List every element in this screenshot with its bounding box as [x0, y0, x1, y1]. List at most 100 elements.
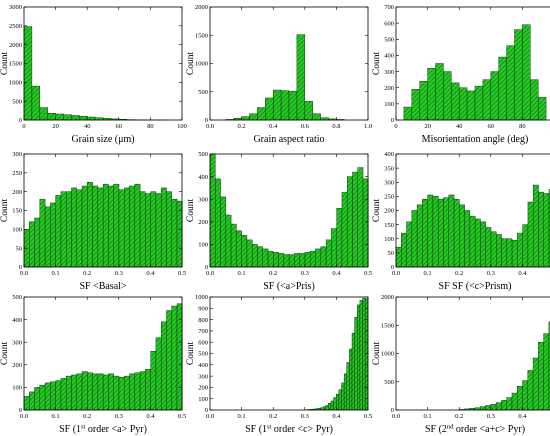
bar [139, 191, 146, 268]
x-tick-label: 0.1 [424, 413, 432, 420]
y-tick-label: 1500 [381, 322, 394, 329]
bar [490, 71, 499, 121]
y-tick-label: 700 [384, 4, 394, 11]
y-tick-label: 600 [198, 339, 208, 346]
histogram-panel-1: 0 20 40 60 80 100050010001500200025003000Grai… [0, 4, 187, 145]
bar [527, 370, 534, 411]
x-tick-label: 0.2 [455, 270, 463, 277]
x-tick-label: 0.0 [392, 413, 400, 420]
bar [288, 254, 295, 268]
x-tick-label: 80 [147, 123, 154, 130]
y-tick-label: 2000 [9, 42, 22, 49]
bar [139, 371, 146, 411]
y-tick-label: 200 [198, 385, 208, 392]
y-tick-label: 0 [205, 117, 208, 124]
bar [34, 387, 41, 411]
bar [328, 402, 332, 411]
bar [495, 402, 502, 411]
x-axis-label: Grain aspect ratio [253, 134, 324, 145]
bar [411, 89, 420, 121]
bar [160, 321, 167, 411]
bar [459, 204, 465, 268]
bar [265, 97, 274, 121]
x-tick-label: 0.0 [206, 270, 214, 277]
bar [166, 191, 172, 268]
y-axis-label: Count [372, 342, 382, 366]
x-tick-label: 0.4 [146, 270, 155, 277]
plot-frame [23, 6, 183, 121]
x-axis-label: SF (1st order <c> Pyr) [245, 424, 333, 436]
bar [241, 116, 250, 121]
x-axis-label: SF (2nd order <a+c> Pyr) [425, 424, 525, 436]
bar [548, 321, 550, 411]
bar [451, 82, 460, 121]
bar [464, 210, 471, 268]
bar [134, 183, 141, 268]
bar [485, 227, 492, 268]
bar [288, 90, 298, 121]
y-tick-label: 400 [198, 362, 208, 369]
bar [448, 194, 455, 268]
bar [92, 373, 99, 411]
bar [341, 382, 345, 411]
y-tick-label: 1000 [381, 351, 394, 358]
y-tick-label: 100 [12, 227, 22, 234]
bar [490, 404, 497, 411]
x-tick-label: 60 [116, 123, 123, 130]
bar [343, 373, 347, 411]
bar [322, 406, 327, 411]
y-tick-label: 600 [384, 20, 394, 27]
x-tick-label: 0.4 [518, 413, 527, 420]
bar [427, 194, 434, 268]
bar [346, 362, 350, 411]
bar [108, 185, 114, 268]
bar [341, 192, 348, 268]
bar [511, 239, 518, 268]
x-axis-label: SF SF (<c>Prism) [439, 281, 512, 292]
x-tick-label: 0.3 [487, 270, 495, 277]
bar [338, 389, 342, 411]
bar [23, 396, 30, 411]
x-tick-label: 0.1 [238, 413, 246, 420]
bar [76, 373, 83, 411]
y-tick-label: 100 [198, 242, 208, 249]
bar [225, 214, 232, 268]
bar [474, 218, 481, 268]
bar [511, 392, 518, 411]
bar [71, 115, 80, 121]
bar [273, 252, 279, 268]
bar [299, 253, 306, 268]
y-tick-label: 300 [198, 373, 208, 380]
bar [401, 232, 407, 268]
x-tick-label: 0.2 [238, 123, 246, 130]
bar [506, 45, 515, 121]
bar [364, 298, 368, 411]
y-tick-label: 100 [198, 396, 208, 403]
bar [395, 247, 402, 268]
bar [482, 79, 492, 121]
y-tick-label: 300 [198, 196, 208, 203]
y-tick-label: 0 [391, 264, 394, 271]
y-tick-label: 200 [12, 362, 22, 369]
bar [357, 304, 361, 411]
x-tick-label: 0.2 [269, 413, 277, 420]
bar [63, 114, 72, 121]
x-tick-label: 0.2 [83, 270, 91, 277]
y-tick-label: 900 [198, 306, 208, 313]
bar [325, 405, 329, 411]
y-axis-label: Count [0, 52, 10, 76]
bar [362, 297, 366, 411]
x-axis-label: Grain size (μm) [71, 134, 134, 145]
bar [411, 210, 418, 268]
bar [416, 204, 423, 268]
bar [166, 310, 172, 411]
bar [60, 378, 67, 411]
y-tick-label: 2000 [195, 4, 208, 11]
bar [443, 71, 452, 121]
y-tick-label: 150 [12, 208, 22, 215]
bar [79, 116, 88, 121]
y-tick-label: 0 [391, 117, 394, 124]
bar [34, 217, 41, 268]
x-tick-label: 40 [456, 123, 463, 130]
